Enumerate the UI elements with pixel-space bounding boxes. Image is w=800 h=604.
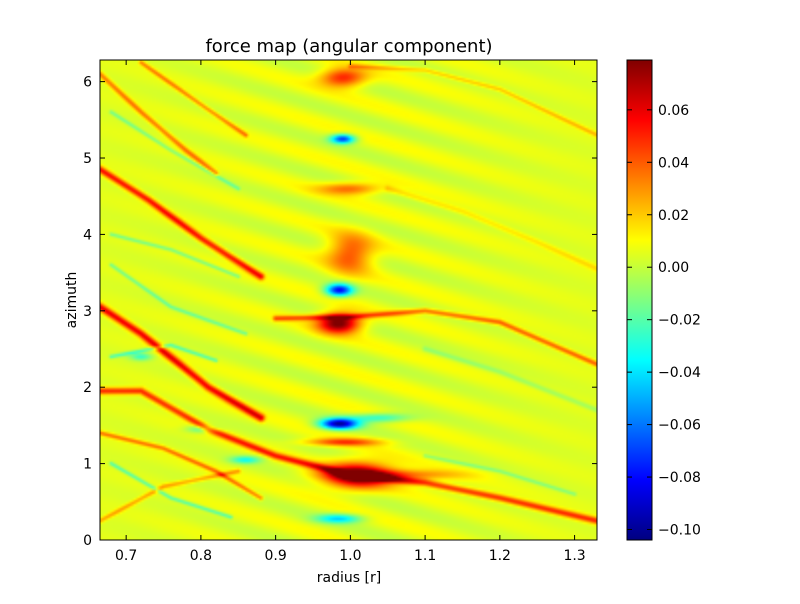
colorbar-tick-label: −0.08: [658, 470, 701, 486]
plot-area: 0.7 0.8 0.9 1.0 1.1 1.2 1.3 0 1 2 3 4 5 6: [83, 59, 598, 564]
x-tick-label: 1.0: [339, 548, 361, 564]
colorbar-tick-label: −0.02: [658, 313, 701, 329]
colorbar-gradient: [627, 60, 652, 540]
y-axis: 0 1 2 3 4 5 6: [83, 75, 597, 549]
colorbar-tick-label: −0.06: [658, 418, 701, 434]
colorbar-frame: [626, 59, 653, 541]
y-tick-label: 2: [83, 380, 92, 396]
colorbar-ticks: −0.10 −0.08 −0.06 −0.04 −0.02 0.00 0.02 0.04 0.0…: [627, 103, 701, 539]
y-tick-label: 0: [83, 533, 92, 549]
colorbar-tick-label: −0.04: [658, 365, 701, 381]
y-tick-label: 4: [83, 227, 92, 243]
x-tick-label: 1.1: [414, 548, 436, 564]
y-tick-label: 5: [83, 151, 92, 167]
chart-title: force map (angular component): [205, 36, 492, 57]
heatmap-image: [100, 60, 597, 540]
y-tick-label: 6: [83, 75, 92, 91]
x-tick-label: 0.9: [264, 548, 286, 564]
y-tick-label: 1: [83, 457, 92, 473]
plot-frame: [99, 59, 598, 541]
x-axis: 0.7 0.8 0.9 1.0 1.1 1.2 1.3: [115, 60, 586, 564]
x-tick-label: 0.8: [190, 548, 212, 564]
colorbar-tick-label: 0.04: [658, 155, 689, 171]
colorbar-tick-label: −0.10: [658, 523, 701, 539]
y-tick-label: 3: [83, 304, 92, 320]
x-axis-label: radius [r]: [317, 570, 381, 586]
colorbar-tick-label: 0.00: [658, 260, 689, 276]
colorbar-tick-label: 0.06: [658, 103, 689, 119]
x-tick-label: 0.7: [115, 548, 137, 564]
x-tick-label: 1.2: [489, 548, 511, 564]
colorbar: −0.10 −0.08 −0.06 −0.04 −0.02 0.00 0.02 0.04 0.0…: [626, 59, 701, 541]
y-axis-label: azimuth: [64, 272, 80, 329]
x-tick-label: 1.3: [563, 548, 585, 564]
colorbar-tick-label: 0.02: [658, 208, 689, 224]
